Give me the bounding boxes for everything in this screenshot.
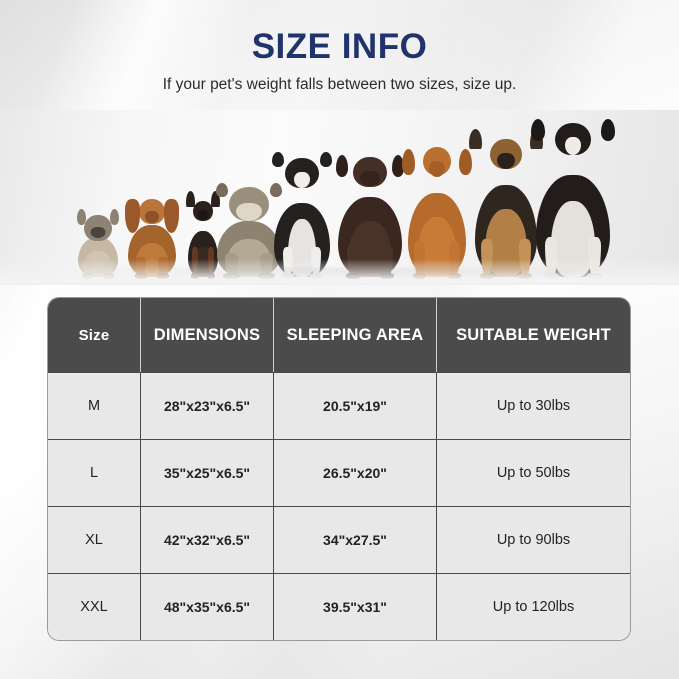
table-header-row: Size DIMENSIONS SLEEPING AREA SUITABLE W… [48, 298, 630, 372]
dog-french-bulldog [75, 209, 121, 279]
dog-border-collie [268, 152, 336, 279]
dog-size-comparison-photo [0, 110, 679, 285]
cell-suitable-weight: Up to 120lbs [437, 573, 630, 640]
dog-chocolate-labrador [332, 149, 408, 279]
cell-suitable-weight: Up to 30lbs [437, 372, 630, 439]
column-header-dimensions: DIMENSIONS [141, 298, 274, 372]
page-subtitle: If your pet's weight falls between two s… [162, 76, 517, 93]
dog-vizsla [400, 141, 474, 279]
page-title: SIZE INFO [251, 27, 428, 66]
size-info-table: Size DIMENSIONS SLEEPING AREA SUITABLE W… [48, 298, 630, 640]
table-row: L 35"x25"x6.5" 26.5"x20" Up to 50lbs [48, 439, 630, 506]
column-header-size: Size [48, 298, 141, 372]
dog-cocker-spaniel [125, 191, 179, 279]
cell-dimensions: 28"x23"x6.5" [141, 372, 274, 439]
cell-dimensions: 35"x25"x6.5" [141, 439, 274, 506]
cell-sleeping-area: 34"x27.5" [274, 506, 437, 573]
column-header-sleeping-area: SLEEPING AREA [274, 298, 437, 372]
cell-size: M [48, 372, 141, 439]
column-header-suitable-weight: SUITABLE WEIGHT [437, 298, 630, 372]
table-row: M 28"x23"x6.5" 20.5"x19" Up to 30lbs [48, 372, 630, 439]
cell-size: XXL [48, 573, 141, 640]
cell-dimensions: 42"x32"x6.5" [141, 506, 274, 573]
cell-suitable-weight: Up to 50lbs [437, 439, 630, 506]
table-header: Size DIMENSIONS SLEEPING AREA SUITABLE W… [48, 298, 630, 372]
cell-dimensions: 48"x35"x6.5" [141, 573, 274, 640]
table-body: M 28"x23"x6.5" 20.5"x19" Up to 30lbs L 3… [48, 372, 630, 640]
cell-suitable-weight: Up to 90lbs [437, 506, 630, 573]
cell-sleeping-area: 39.5"x31" [274, 573, 437, 640]
table-row: XL 42"x32"x6.5" 34"x27.5" Up to 90lbs [48, 506, 630, 573]
cell-size: L [48, 439, 141, 506]
cell-sleeping-area: 20.5"x19" [274, 372, 437, 439]
table-row: XXL 48"x35"x6.5" 39.5"x31" Up to 120lbs [48, 573, 630, 640]
cell-sleeping-area: 26.5"x20" [274, 439, 437, 506]
dog-bernese-mountain-dog [528, 117, 618, 279]
cell-size: XL [48, 506, 141, 573]
